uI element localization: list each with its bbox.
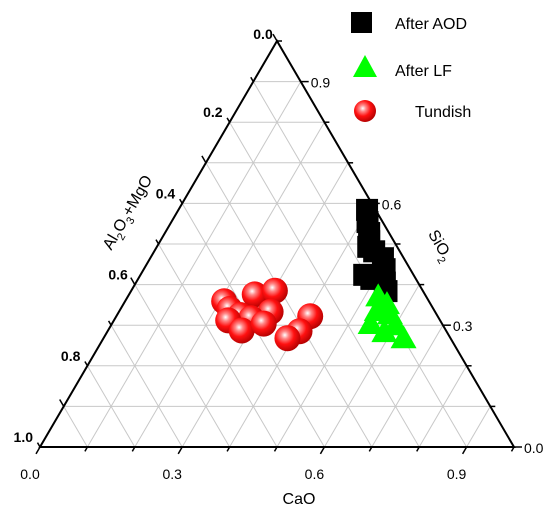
point-after-lf bbox=[357, 310, 384, 334]
left-axis-tick bbox=[84, 361, 89, 367]
bottom-axis-tick bbox=[84, 446, 89, 452]
apex-tick-label: 0.0 bbox=[253, 26, 273, 42]
grid-line-cao bbox=[323, 284, 420, 448]
point-tundish bbox=[241, 281, 268, 308]
left-axis-tick bbox=[155, 239, 160, 245]
grid-line-al2o3-mgo bbox=[158, 243, 278, 448]
left-tick-label: 0.8 bbox=[61, 348, 81, 364]
grid-line-al2o3-mgo bbox=[86, 365, 136, 448]
right-tick-label: 0.3 bbox=[453, 318, 473, 334]
right-tick-label: 0.6 bbox=[382, 196, 402, 212]
bottom-axis-tick bbox=[461, 446, 468, 455]
left-axis-tick bbox=[250, 76, 254, 82]
grid-line-al2o3-mgo bbox=[134, 284, 231, 448]
legend: After AOD After LF Tundish bbox=[351, 12, 471, 122]
left-axis-title-subscript-3: 3 bbox=[124, 215, 137, 226]
legend-label-tundish: Tundish bbox=[415, 104, 471, 121]
bottom-axis-tick bbox=[368, 446, 373, 452]
bottom-axis-title: CaO bbox=[283, 491, 316, 508]
bottom-axis-tick bbox=[416, 446, 420, 452]
legend-marker-tundish bbox=[354, 100, 376, 122]
bottom-axis-tick bbox=[510, 446, 515, 452]
right-axis-title-subscript: 2 bbox=[434, 255, 447, 266]
bottom-tick-label: 0.9 bbox=[447, 466, 467, 482]
left-tick-label: 0.4 bbox=[156, 185, 176, 201]
left-axis-tick bbox=[179, 198, 183, 204]
left-tick-label: 1.0 bbox=[14, 429, 34, 445]
legend-label-after-aod: After AOD bbox=[395, 16, 467, 33]
grid-line-al2o3-mgo bbox=[63, 406, 88, 448]
point-after-lf bbox=[371, 319, 398, 343]
grid-layer bbox=[63, 81, 491, 448]
bottom-axis-tick bbox=[35, 446, 41, 455]
left-axis-title-subscript-2: 2 bbox=[115, 231, 128, 242]
grid-line-al2o3-mgo bbox=[110, 324, 183, 448]
grid-line-cao bbox=[371, 324, 444, 448]
grid-line-cao bbox=[86, 81, 302, 448]
left-tick-label: 0.2 bbox=[203, 104, 223, 120]
bottom-axis-tick bbox=[131, 446, 136, 452]
data-points-layer bbox=[211, 198, 417, 352]
grid-line-cao bbox=[418, 365, 468, 448]
right-axis-title-main: SiO bbox=[424, 227, 452, 259]
tick-layer bbox=[35, 33, 522, 455]
grid-line-cao bbox=[466, 406, 491, 448]
right-axis-title: SiO2 bbox=[421, 227, 456, 266]
left-axis-tick bbox=[201, 155, 207, 164]
legend-marker-after-lf bbox=[353, 55, 377, 77]
bottom-tick-label: 0.3 bbox=[162, 466, 182, 482]
left-axis-tick bbox=[36, 442, 41, 448]
left-axis-tick bbox=[272, 33, 278, 42]
left-axis-tick bbox=[130, 277, 136, 285]
bottom-tick-label: 0.6 bbox=[305, 466, 325, 482]
point-tundish bbox=[228, 317, 255, 344]
legend-label-after-lf: After LF bbox=[395, 63, 452, 80]
bottom-axis-tick bbox=[177, 446, 183, 455]
bottom-axis-tick bbox=[226, 446, 231, 452]
left-axis-title-mgo: +MgO bbox=[119, 173, 156, 220]
left-axis-title: Al2O3+MgO bbox=[100, 173, 160, 255]
grid-line-al2o3-mgo bbox=[205, 162, 373, 448]
left-axis-tick bbox=[59, 399, 65, 407]
bottom-axis-tick bbox=[273, 446, 278, 452]
right-tick-label: 0.9 bbox=[311, 75, 331, 91]
point-tundish bbox=[261, 277, 288, 304]
left-tick-label: 0.6 bbox=[108, 267, 128, 283]
point-after-lf bbox=[390, 325, 417, 349]
point-tundish bbox=[250, 310, 277, 337]
point-tundish bbox=[274, 325, 301, 352]
bottom-tick-label: 0.0 bbox=[20, 466, 40, 482]
legend-marker-after-aod bbox=[351, 12, 372, 33]
right-tick-label: 0.0 bbox=[524, 440, 544, 456]
left-axis-tick bbox=[107, 320, 112, 326]
bottom-axis-tick bbox=[319, 446, 326, 455]
left-axis-tick bbox=[226, 117, 231, 123]
